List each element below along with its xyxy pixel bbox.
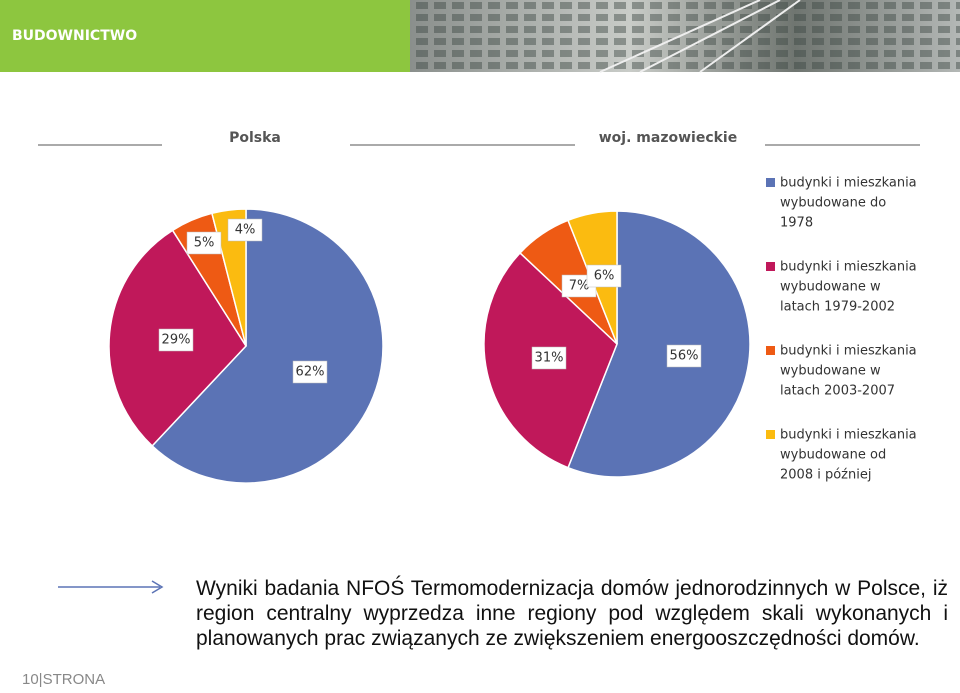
value-label-box (158, 328, 194, 352)
value-label-box (186, 231, 222, 255)
chart-title: Polska (229, 130, 281, 146)
value-label: 4% (235, 223, 256, 238)
legend-label: budynki i mieszkania (780, 428, 917, 443)
value-label: 29% (162, 333, 191, 348)
value-label-box (292, 360, 328, 384)
header-title: BUDOWNICTWO (12, 28, 137, 44)
chart-title: woj. mazowieckie (599, 130, 737, 146)
caption: Wyniki badania NFOŚ Termomodernizacja do… (196, 577, 948, 650)
value-label-box (586, 264, 622, 288)
legend-label: budynki i mieszkania (780, 176, 917, 191)
legend-label: wybudowane w (780, 364, 881, 379)
legend-label: budynki i mieszkania (780, 260, 917, 275)
legend-swatch (766, 346, 775, 355)
legend-label: wybudowane do (780, 196, 886, 211)
legend-label: 2008 i później (780, 468, 871, 483)
legend-label: latach 2003-2007 (780, 384, 895, 399)
value-label-box (666, 344, 702, 368)
legend-label: 1978 (780, 216, 813, 231)
value-label: 7% (569, 279, 590, 294)
pie-slice (567, 210, 751, 478)
value-label: 6% (594, 269, 615, 284)
header-bar (0, 0, 410, 72)
arrow-head (151, 580, 164, 594)
legend-label: wybudowane w (780, 280, 881, 295)
value-label-box (227, 218, 263, 242)
value-label: 31% (535, 351, 564, 366)
legend-swatch (766, 430, 775, 439)
crane (599, 0, 801, 73)
value-label: 56% (670, 349, 699, 364)
header-photo-windows (410, 0, 960, 72)
pie-slice (151, 208, 384, 484)
legend-swatch (766, 178, 775, 187)
legend-label: budynki i mieszkania (780, 344, 917, 359)
value-label: 5% (194, 236, 215, 251)
page-number: 10|STRONA (22, 671, 106, 688)
value-label-box (531, 346, 567, 370)
legend-swatch (766, 262, 775, 271)
legend-label: wybudowane od (780, 448, 886, 463)
value-label: 62% (296, 365, 325, 380)
legend-label: latach 1979-2002 (780, 300, 895, 315)
